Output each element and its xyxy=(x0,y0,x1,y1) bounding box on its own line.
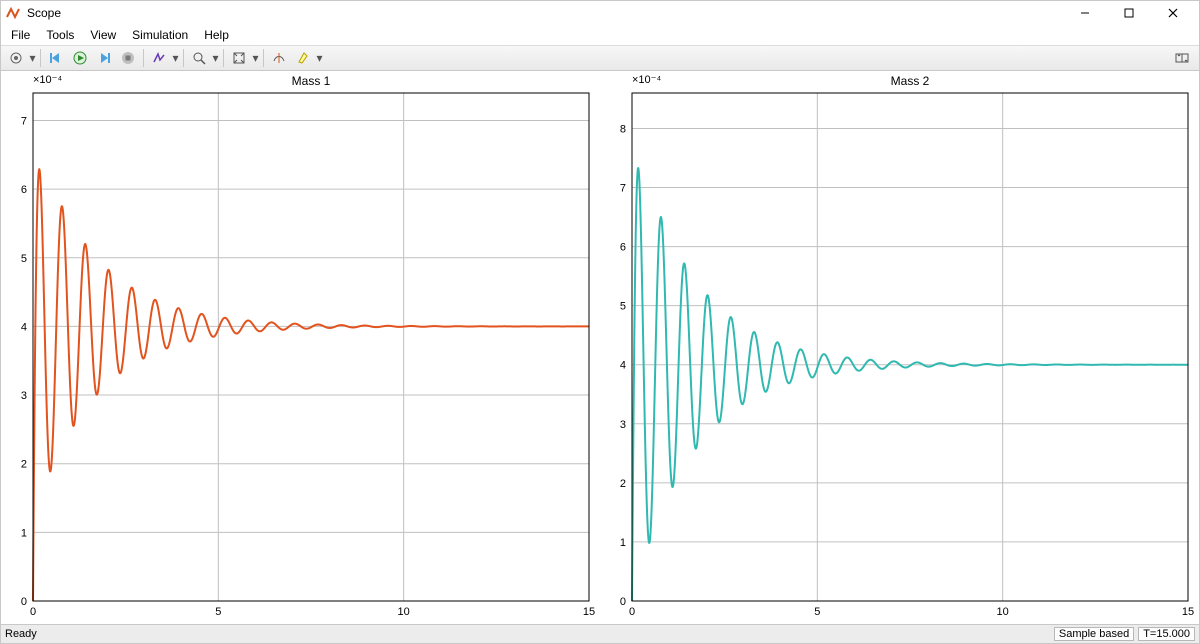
settings-gear-icon[interactable] xyxy=(5,47,27,69)
svg-text:4: 4 xyxy=(620,360,626,372)
layout-icon[interactable] xyxy=(1171,47,1193,69)
highlight-icon[interactable] xyxy=(292,47,314,69)
menu-help[interactable]: Help xyxy=(198,28,235,42)
menu-tools[interactable]: Tools xyxy=(40,28,80,42)
autoscale-dropdown-icon[interactable]: ▾ xyxy=(252,48,259,68)
menubar: File Tools View Simulation Help xyxy=(1,25,1199,46)
toolbar: ▾ ▾ ▾ ▾ xyxy=(1,46,1199,71)
svg-text:4: 4 xyxy=(21,321,27,333)
svg-text:5: 5 xyxy=(620,301,626,313)
svg-text:5: 5 xyxy=(21,253,27,265)
step-back-icon[interactable] xyxy=(45,47,67,69)
svg-text:3: 3 xyxy=(620,419,626,431)
svg-text:5: 5 xyxy=(215,606,221,618)
window-title: Scope xyxy=(27,6,61,20)
zoom-dropdown-icon[interactable]: ▾ xyxy=(212,48,219,68)
titlebar: Scope xyxy=(1,1,1199,25)
svg-text:7: 7 xyxy=(21,115,27,127)
plot-area: Mass 1×10⁻⁴05101501234567 Mass 2×10⁻⁴051… xyxy=(1,71,1199,624)
plot-panel-mass2[interactable]: Mass 2 ×10⁻⁴ 0 5 10 15 0 1 2 3 4 5 6 7 8 xyxy=(604,71,1195,622)
highlight-dropdown-icon[interactable]: ▾ xyxy=(316,48,323,68)
svg-text:0: 0 xyxy=(30,606,36,618)
menu-file[interactable]: File xyxy=(5,28,36,42)
scope-window: Scope File Tools View Simulation Help ▾ xyxy=(0,0,1200,644)
svg-text:Mass 1: Mass 1 xyxy=(292,74,331,88)
status-mode: Sample based xyxy=(1054,627,1134,641)
svg-text:10: 10 xyxy=(398,606,410,618)
plot-panel-mass1[interactable]: Mass 1 ×10⁻⁴ 0 5 10 15 0 1 2 3 4 5 6 7 xyxy=(5,71,596,622)
svg-text:7: 7 xyxy=(620,183,626,195)
menu-simulation[interactable]: Simulation xyxy=(126,28,194,42)
settings-dropdown-icon[interactable]: ▾ xyxy=(29,48,36,68)
svg-text:Mass 2: Mass 2 xyxy=(891,74,930,88)
svg-text:×10⁻⁴: ×10⁻⁴ xyxy=(33,74,62,86)
run-icon[interactable] xyxy=(69,47,91,69)
autoscale-icon[interactable] xyxy=(228,47,250,69)
status-ready: Ready xyxy=(5,628,1050,640)
svg-text:0: 0 xyxy=(21,596,27,608)
stop-icon[interactable] xyxy=(117,47,139,69)
statusbar: Ready Sample based T=15.000 xyxy=(1,624,1199,643)
svg-text:15: 15 xyxy=(583,606,595,618)
svg-text:6: 6 xyxy=(21,184,27,196)
menu-view[interactable]: View xyxy=(84,28,122,42)
svg-text:8: 8 xyxy=(620,123,626,135)
trigger-icon[interactable] xyxy=(148,47,170,69)
svg-text:1: 1 xyxy=(620,537,626,549)
svg-text:1: 1 xyxy=(21,527,27,539)
svg-text:15: 15 xyxy=(1182,606,1194,618)
svg-text:6: 6 xyxy=(620,242,626,254)
svg-text:2: 2 xyxy=(21,459,27,471)
status-time: T=15.000 xyxy=(1138,627,1195,641)
close-button[interactable] xyxy=(1151,1,1195,25)
app-icon xyxy=(5,5,21,21)
svg-text:0: 0 xyxy=(620,596,626,608)
svg-text:5: 5 xyxy=(814,606,820,618)
maximize-button[interactable] xyxy=(1107,1,1151,25)
svg-text:×10⁻⁴: ×10⁻⁴ xyxy=(632,74,661,86)
zoom-icon[interactable] xyxy=(188,47,210,69)
step-forward-icon[interactable] xyxy=(93,47,115,69)
svg-text:10: 10 xyxy=(997,606,1009,618)
svg-text:0: 0 xyxy=(629,606,635,618)
measurements-icon[interactable] xyxy=(268,47,290,69)
svg-text:3: 3 xyxy=(21,390,27,402)
svg-text:2: 2 xyxy=(620,478,626,490)
minimize-button[interactable] xyxy=(1063,1,1107,25)
trigger-dropdown-icon[interactable]: ▾ xyxy=(172,48,179,68)
